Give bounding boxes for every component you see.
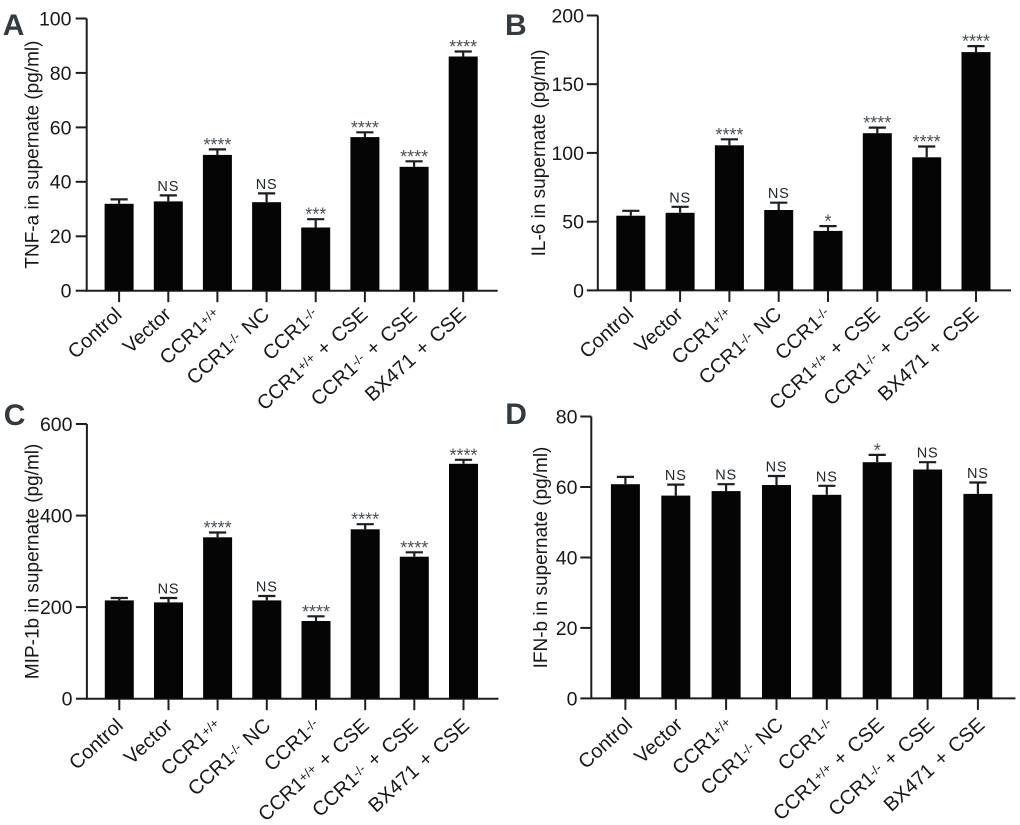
svg-text:NS: NS: [665, 468, 687, 484]
svg-text:NS: NS: [715, 468, 737, 484]
svg-text:NS: NS: [158, 582, 180, 598]
svg-text:*: *: [824, 212, 831, 232]
svg-text:NS: NS: [766, 460, 788, 476]
svg-text:0: 0: [573, 280, 584, 302]
svg-text:****: ****: [302, 602, 330, 622]
svg-text:****: ****: [962, 32, 990, 52]
svg-text:IL-6 in supernate (pg/ml): IL-6 in supernate (pg/ml): [529, 49, 550, 256]
svg-text:20: 20: [50, 226, 72, 248]
svg-text:****: ****: [400, 538, 428, 558]
svg-text:D: D: [505, 398, 527, 431]
svg-text:****: ****: [863, 113, 891, 133]
svg-text:****: ****: [449, 37, 477, 57]
svg-text:60: 60: [556, 477, 578, 499]
svg-text:100: 100: [551, 143, 584, 165]
svg-text:****: ****: [913, 132, 941, 152]
svg-text:40: 40: [556, 547, 578, 569]
svg-text:****: ****: [204, 518, 232, 538]
svg-text:****: ****: [449, 445, 477, 465]
svg-text:NS: NS: [816, 469, 838, 485]
svg-text:****: ****: [351, 118, 379, 138]
svg-text:MIP-1b in supernate (pg/ml): MIP-1b in supernate (pg/ml): [23, 444, 44, 680]
svg-text:80: 80: [556, 406, 578, 428]
svg-text:NS: NS: [256, 580, 278, 596]
svg-text:60: 60: [50, 117, 72, 139]
svg-text:80: 80: [50, 63, 72, 85]
svg-text:IFN-b in supernate (pg/ml): IFN-b in supernate (pg/ml): [531, 447, 552, 669]
svg-text:20: 20: [556, 618, 578, 640]
svg-text:40: 40: [50, 172, 72, 194]
svg-text:***: ***: [305, 205, 326, 225]
svg-text:****: ****: [400, 147, 428, 167]
svg-text:A: A: [3, 9, 25, 42]
svg-text:TNF-a in supernate (pg/ml): TNF-a in supernate (pg/ml): [23, 41, 44, 269]
svg-text:NS: NS: [967, 466, 989, 482]
svg-text:0: 0: [567, 688, 578, 710]
svg-text:C: C: [4, 399, 26, 432]
svg-text:NS: NS: [157, 179, 179, 195]
svg-text:200: 200: [40, 597, 73, 619]
svg-text:200: 200: [551, 5, 584, 27]
svg-text:*: *: [874, 440, 881, 460]
svg-text:NS: NS: [669, 190, 691, 206]
svg-text:600: 600: [40, 414, 73, 436]
svg-text:****: ****: [351, 510, 379, 530]
svg-text:150: 150: [551, 74, 584, 96]
svg-text:NS: NS: [256, 177, 278, 193]
svg-text:0: 0: [62, 689, 73, 711]
svg-text:NS: NS: [917, 446, 939, 462]
svg-text:B: B: [505, 9, 527, 42]
svg-text:****: ****: [203, 135, 231, 155]
svg-text:50: 50: [562, 212, 584, 234]
svg-text:NS: NS: [768, 186, 790, 202]
svg-text:0: 0: [61, 281, 72, 303]
svg-text:****: ****: [715, 125, 743, 145]
svg-text:400: 400: [40, 506, 73, 528]
svg-text:100: 100: [39, 8, 72, 30]
